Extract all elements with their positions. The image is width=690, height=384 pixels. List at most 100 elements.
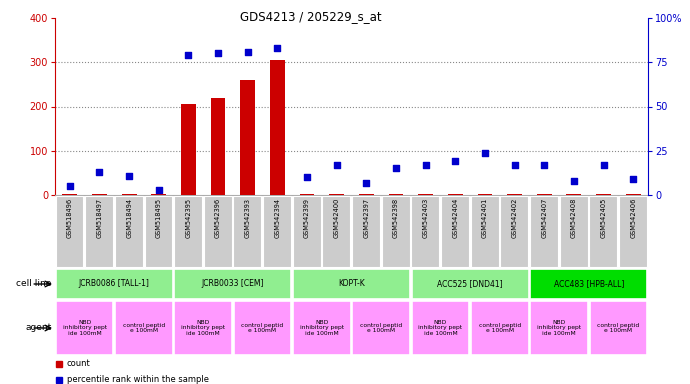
FancyBboxPatch shape [144, 196, 172, 267]
Text: KOPT-K: KOPT-K [338, 280, 365, 288]
Point [391, 166, 402, 172]
FancyBboxPatch shape [619, 196, 647, 267]
Point [569, 178, 580, 184]
Text: GSM542408: GSM542408 [571, 198, 577, 238]
Text: GSM518495: GSM518495 [156, 198, 161, 238]
Bar [151, 194, 166, 195]
Point [94, 169, 105, 175]
Text: NBD
inhibitory pept
ide 100mM: NBD inhibitory pept ide 100mM [63, 320, 107, 336]
Text: count: count [67, 359, 90, 368]
FancyBboxPatch shape [115, 301, 172, 355]
FancyBboxPatch shape [530, 196, 558, 267]
Text: NBD
inhibitory pept
ide 100mM: NBD inhibitory pept ide 100mM [299, 320, 344, 336]
Point [420, 162, 431, 168]
Bar [62, 194, 77, 195]
FancyBboxPatch shape [233, 196, 262, 267]
Point [450, 158, 461, 164]
Point [153, 187, 164, 193]
FancyBboxPatch shape [353, 301, 410, 355]
Bar [270, 60, 285, 195]
FancyBboxPatch shape [56, 301, 113, 355]
FancyBboxPatch shape [56, 269, 172, 299]
FancyBboxPatch shape [589, 196, 617, 267]
Bar [329, 194, 344, 195]
Text: GSM542394: GSM542394 [275, 198, 280, 238]
FancyBboxPatch shape [293, 301, 351, 355]
Text: GSM518496: GSM518496 [67, 198, 73, 238]
Point [272, 45, 283, 51]
FancyBboxPatch shape [471, 196, 499, 267]
FancyBboxPatch shape [412, 301, 469, 355]
FancyBboxPatch shape [204, 196, 232, 267]
Text: control peptid
e 100mM: control peptid e 100mM [241, 323, 284, 333]
FancyBboxPatch shape [531, 301, 588, 355]
Bar [388, 194, 404, 195]
FancyBboxPatch shape [175, 269, 291, 299]
FancyBboxPatch shape [382, 196, 410, 267]
FancyBboxPatch shape [531, 269, 647, 299]
Text: GSM542403: GSM542403 [422, 198, 428, 238]
Point [539, 162, 550, 168]
Text: JCRB0086 [TALL-1]: JCRB0086 [TALL-1] [79, 280, 150, 288]
Bar [448, 194, 463, 195]
Text: control peptid
e 100mM: control peptid e 100mM [479, 323, 521, 333]
Text: NBD
inhibitory pept
ide 100mM: NBD inhibitory pept ide 100mM [537, 320, 581, 336]
Bar [477, 194, 493, 195]
Point [598, 162, 609, 168]
FancyBboxPatch shape [234, 301, 291, 355]
FancyBboxPatch shape [500, 196, 529, 267]
Bar [626, 194, 640, 195]
Point [331, 162, 342, 168]
FancyBboxPatch shape [175, 301, 232, 355]
FancyBboxPatch shape [174, 196, 202, 267]
Text: cell line: cell line [16, 280, 52, 288]
Text: ACC483 [HPB-ALL]: ACC483 [HPB-ALL] [553, 280, 624, 288]
Text: GSM542405: GSM542405 [600, 198, 607, 238]
FancyBboxPatch shape [471, 301, 529, 355]
Bar [210, 98, 226, 195]
Text: ACC525 [DND41]: ACC525 [DND41] [437, 280, 503, 288]
FancyBboxPatch shape [293, 269, 410, 299]
Point [480, 149, 491, 156]
FancyBboxPatch shape [263, 196, 291, 267]
Text: GDS4213 / 205229_s_at: GDS4213 / 205229_s_at [239, 10, 382, 23]
Text: GSM518497: GSM518497 [97, 198, 103, 238]
Text: control peptid
e 100mM: control peptid e 100mM [123, 323, 165, 333]
Bar [181, 104, 196, 195]
Bar [299, 194, 315, 195]
Point [361, 180, 372, 186]
Text: GSM518494: GSM518494 [126, 198, 132, 238]
Text: GSM542399: GSM542399 [304, 198, 310, 238]
Text: control peptid
e 100mM: control peptid e 100mM [598, 323, 640, 333]
Bar [507, 194, 522, 195]
Bar [566, 194, 581, 195]
Bar [596, 194, 611, 195]
Bar [418, 194, 433, 195]
FancyBboxPatch shape [441, 196, 469, 267]
Text: GSM542398: GSM542398 [393, 198, 399, 238]
FancyBboxPatch shape [412, 269, 529, 299]
FancyBboxPatch shape [115, 196, 143, 267]
FancyBboxPatch shape [293, 196, 321, 267]
FancyBboxPatch shape [352, 196, 380, 267]
Point [509, 162, 520, 168]
FancyBboxPatch shape [589, 301, 647, 355]
Point [628, 176, 639, 182]
FancyBboxPatch shape [56, 196, 83, 267]
Text: GSM542402: GSM542402 [511, 198, 518, 238]
Point [64, 183, 75, 189]
FancyBboxPatch shape [560, 196, 587, 267]
Text: agent: agent [26, 323, 52, 333]
Text: GSM542401: GSM542401 [482, 198, 488, 238]
Text: JCRB0033 [CEM]: JCRB0033 [CEM] [201, 280, 264, 288]
Text: GSM542404: GSM542404 [452, 198, 458, 238]
Point [183, 52, 194, 58]
Point [242, 48, 253, 55]
Bar [359, 194, 374, 195]
Point [302, 174, 313, 180]
Text: GSM542396: GSM542396 [215, 198, 221, 238]
Text: GSM542400: GSM542400 [334, 198, 339, 238]
Bar [92, 194, 107, 195]
Bar [537, 194, 551, 195]
Text: GSM542407: GSM542407 [541, 198, 547, 238]
